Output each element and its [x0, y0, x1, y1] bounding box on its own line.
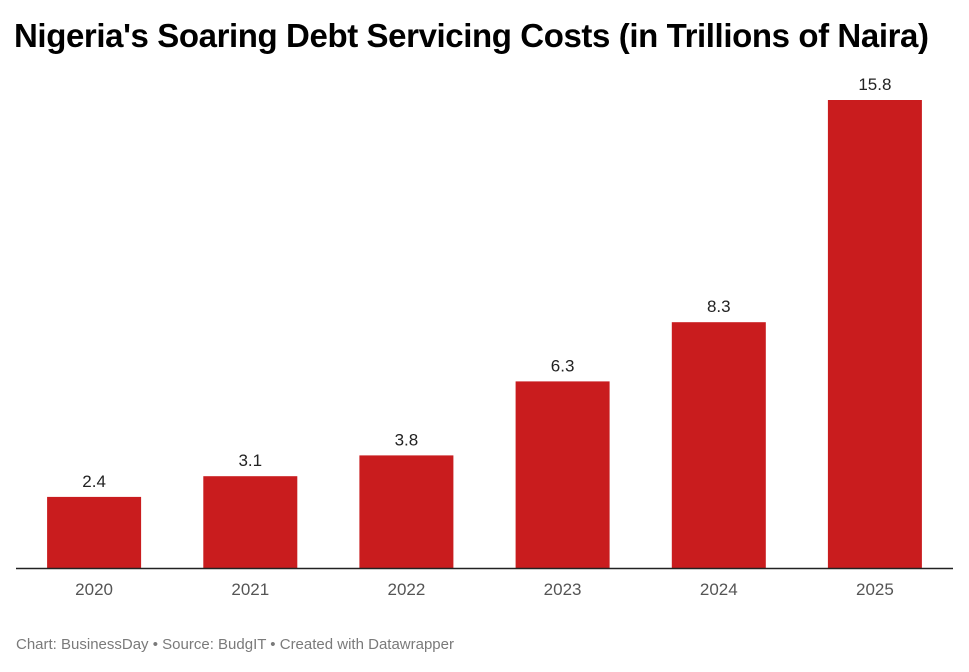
created-with-credit: Created with Datawrapper	[279, 636, 454, 653]
x-tick-label-2023: 2023	[544, 580, 582, 599]
x-tick-label-2022: 2022	[387, 580, 425, 599]
chart-footer: Chart: BusinessDay • Source: BudgIT • Cr…	[16, 636, 454, 653]
bar-2023	[515, 381, 610, 568]
x-tick-label-2021: 2021	[231, 580, 269, 599]
x-tick-label-2025: 2025	[856, 580, 894, 599]
bar-value-label-2022: 3.8	[395, 430, 419, 449]
x-tick-label-2024: 2024	[700, 580, 738, 599]
chart-title: Nigeria's Soaring Debt Servicing Costs (…	[14, 17, 929, 54]
bars-group	[47, 100, 922, 568]
bar-value-label-2020: 2.4	[82, 472, 106, 491]
bar-2024	[671, 322, 766, 568]
bar-2022	[359, 455, 454, 568]
value-labels-group: 2.4 3.1 3.8 6.3 8.3 15.8	[82, 75, 891, 491]
x-axis-tick-labels: 2020 2021 2022 2023 2024 2025	[75, 580, 894, 599]
x-tick-label-2020: 2020	[75, 580, 113, 599]
bar-value-label-2021: 3.1	[238, 451, 262, 470]
footer-separator: •	[270, 636, 276, 653]
bar-value-label-2023: 6.3	[551, 356, 575, 375]
bar-2021	[203, 476, 298, 568]
bar-value-label-2025: 15.8	[858, 75, 891, 94]
chart-credit: Chart: BusinessDay	[16, 636, 149, 653]
bar-value-label-2024: 8.3	[707, 297, 731, 316]
bar-2020	[47, 496, 142, 568]
bar-2025	[827, 100, 922, 568]
chart-source: Source: BudgIT	[162, 636, 267, 653]
footer-separator: •	[152, 636, 158, 653]
